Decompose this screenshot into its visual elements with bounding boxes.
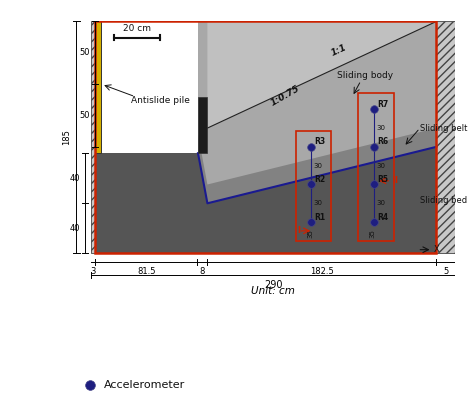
Text: I: I (297, 226, 300, 235)
Polygon shape (198, 21, 436, 253)
Polygon shape (198, 128, 436, 203)
Bar (95, 21, 436, 253)
Polygon shape (436, 21, 455, 253)
Text: R1: R1 (315, 212, 326, 222)
Text: Antislide pile: Antislide pile (131, 96, 190, 105)
Text: Sliding body: Sliding body (337, 71, 393, 80)
Text: Accelerometer: Accelerometer (104, 380, 185, 391)
Text: R7: R7 (377, 100, 389, 109)
Text: 5: 5 (443, 267, 448, 276)
Text: Sliding belt: Sliding belt (420, 124, 467, 132)
Text: 30: 30 (376, 200, 385, 206)
Text: 40: 40 (70, 224, 80, 233)
Text: R4: R4 (377, 212, 388, 222)
Text: 30: 30 (376, 163, 385, 169)
Text: 40: 40 (70, 174, 80, 183)
Text: 185: 185 (63, 129, 72, 145)
Bar (296, 131, 331, 241)
Text: 30: 30 (313, 200, 322, 206)
Text: 50: 50 (80, 48, 90, 57)
Text: 3: 3 (91, 267, 96, 276)
Text: X: X (434, 245, 439, 254)
Text: 20 cm: 20 cm (123, 24, 151, 33)
Text: 35: 35 (370, 229, 376, 238)
Polygon shape (208, 21, 436, 128)
Text: Sliding bed: Sliding bed (420, 196, 467, 205)
Text: 1:1: 1:1 (329, 42, 348, 57)
Text: 35: 35 (307, 229, 313, 238)
Text: 81.5: 81.5 (137, 267, 156, 276)
Polygon shape (95, 153, 198, 253)
Polygon shape (91, 21, 95, 253)
Text: 50: 50 (80, 111, 90, 120)
Text: R5: R5 (377, 175, 388, 184)
Text: R2: R2 (315, 175, 326, 184)
Text: II: II (392, 176, 398, 185)
Text: 8: 8 (200, 267, 205, 276)
Bar (95, 21, 101, 153)
Text: 30: 30 (376, 125, 385, 131)
Text: R6: R6 (377, 137, 388, 146)
Text: 30: 30 (313, 163, 322, 169)
Text: Unit: cm: Unit: cm (251, 286, 295, 296)
Polygon shape (255, 21, 436, 84)
Polygon shape (198, 147, 436, 253)
Text: R3: R3 (315, 137, 326, 146)
Bar (358, 93, 393, 241)
Bar (198, 97, 208, 153)
Text: 182.5: 182.5 (310, 267, 334, 276)
Text: 1:0.75: 1:0.75 (270, 84, 301, 108)
Text: 290: 290 (264, 280, 283, 290)
